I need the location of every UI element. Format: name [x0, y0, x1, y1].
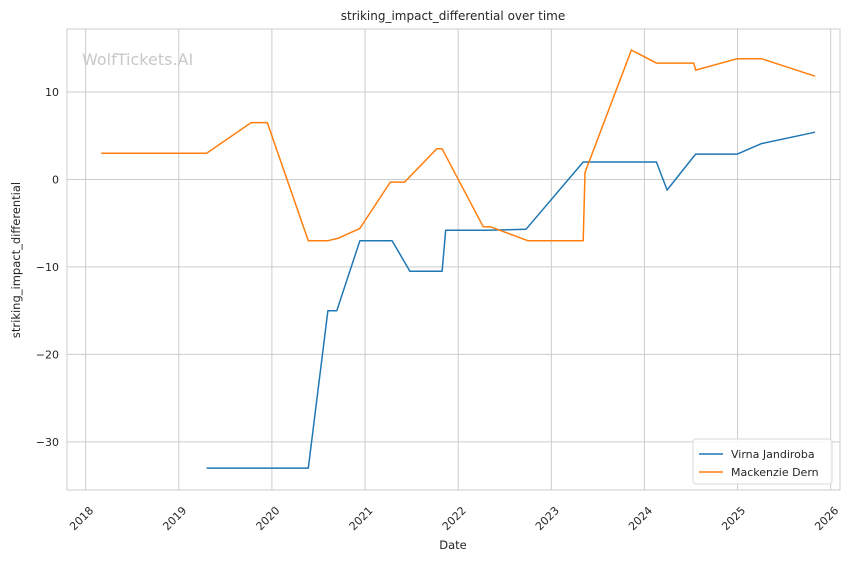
x-tick-label: 2025 [719, 504, 748, 533]
y-tick-label: 10 [45, 86, 59, 99]
x-tick-label: 2026 [812, 504, 841, 533]
x-tick-label: 2022 [440, 504, 469, 533]
legend-label-mackenzie: Mackenzie Dern [731, 466, 819, 479]
y-tick-label: −10 [36, 261, 59, 274]
x-tick-label: 2024 [626, 504, 655, 533]
y-axis-label: striking_impact_differential [9, 182, 23, 338]
series-group [101, 49, 816, 469]
y-tick-label: −20 [36, 348, 59, 361]
chart-title: striking_impact_differential over time [341, 9, 566, 23]
x-tick-label: 2023 [533, 504, 562, 533]
legend-box [692, 438, 833, 485]
x-tick-label: 2018 [67, 504, 96, 533]
legend-label-virna: Virna Jandiroba [731, 448, 815, 461]
series-line-virna [206, 131, 816, 469]
plot-area [66, 28, 841, 491]
y-tick-label: 0 [52, 173, 59, 186]
x-tick-label: 2019 [160, 504, 189, 533]
x-axis-label: Date [439, 538, 467, 552]
watermark: WolfTickets.AI [82, 50, 193, 69]
x-axis: 2018 2019 2020 2021 2022 2023 2024 2025 2026 [67, 504, 841, 533]
y-tick-label: −30 [36, 436, 59, 449]
x-tick-label: 2020 [254, 504, 283, 533]
series-line-mackenzie [101, 49, 816, 242]
legend: Virna Jandiroba Mackenzie Dern [692, 438, 833, 485]
x-tick-label: 2021 [347, 504, 376, 533]
y-axis: −30 −20 −10 0 10 [36, 86, 59, 449]
